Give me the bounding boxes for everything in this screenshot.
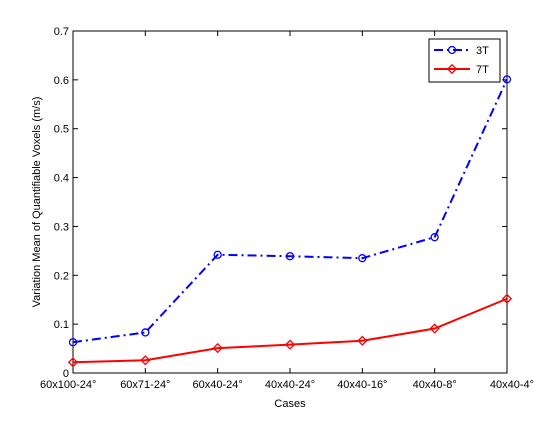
legend-label: 3T	[476, 45, 489, 57]
x-tick-label: 60x40-24°	[193, 379, 243, 391]
x-axis: 60x100-24° 60x71-24° 60x40-24° 40x40-24° 40x…	[40, 31, 534, 391]
y-tick-label: 0	[63, 368, 69, 380]
legend: 3T 7T	[428, 38, 501, 83]
x-tick-label: 40x40-4°	[490, 379, 534, 391]
data-point-3T	[141, 328, 150, 337]
y-tick-label: 0.5	[54, 124, 69, 136]
data-point-7T	[429, 323, 440, 334]
x-tick-label: 60x71-24°	[120, 379, 170, 391]
x-tick-label: 60x100-24°	[40, 379, 96, 391]
series-7T	[67, 293, 513, 368]
data-point-7T	[284, 339, 296, 350]
data-point-7T	[212, 342, 223, 354]
series-layer	[67, 75, 513, 368]
legend-box	[428, 38, 501, 83]
data-point-3T	[285, 252, 295, 261]
data-point-3T	[358, 254, 367, 263]
y-axis: 0 0.1 0.2 0.3 0.4 0.5 0.6 0.7	[54, 26, 507, 380]
legend-marker-7T	[446, 63, 458, 75]
x-tick-label: 40x40-24°	[265, 379, 315, 391]
data-point-7T	[357, 335, 368, 346]
plot-area	[72, 30, 508, 374]
y-tick-label: 0.2	[54, 270, 69, 282]
data-point-7T	[140, 355, 151, 366]
x-tick-label: 40x40-16°	[337, 379, 387, 391]
y-tick-label: 0.4	[54, 173, 69, 185]
data-point-3T	[430, 233, 439, 242]
data-point-3T	[213, 250, 222, 259]
y-axis-label: Variation Mean of Quantifiable Voxels (m…	[31, 97, 43, 308]
x-axis-label: Cases	[274, 398, 306, 410]
series-3T	[68, 75, 512, 347]
series-line-3T	[72, 78, 508, 344]
series-line-7T	[72, 297, 508, 364]
y-tick-label: 0.7	[54, 26, 69, 38]
y-tick-label: 0.1	[54, 319, 69, 331]
data-point-3T	[502, 75, 512, 84]
y-tick-label: 0.6	[54, 75, 69, 87]
x-tick-label: 40x40-8°	[413, 379, 457, 391]
legend-label: 7T	[476, 64, 489, 76]
data-point-3T	[68, 338, 78, 347]
data-point-7T	[501, 293, 513, 304]
y-tick-label: 0.3	[54, 221, 69, 233]
data-point-7T	[67, 357, 79, 368]
legend-marker-3T	[447, 45, 457, 55]
